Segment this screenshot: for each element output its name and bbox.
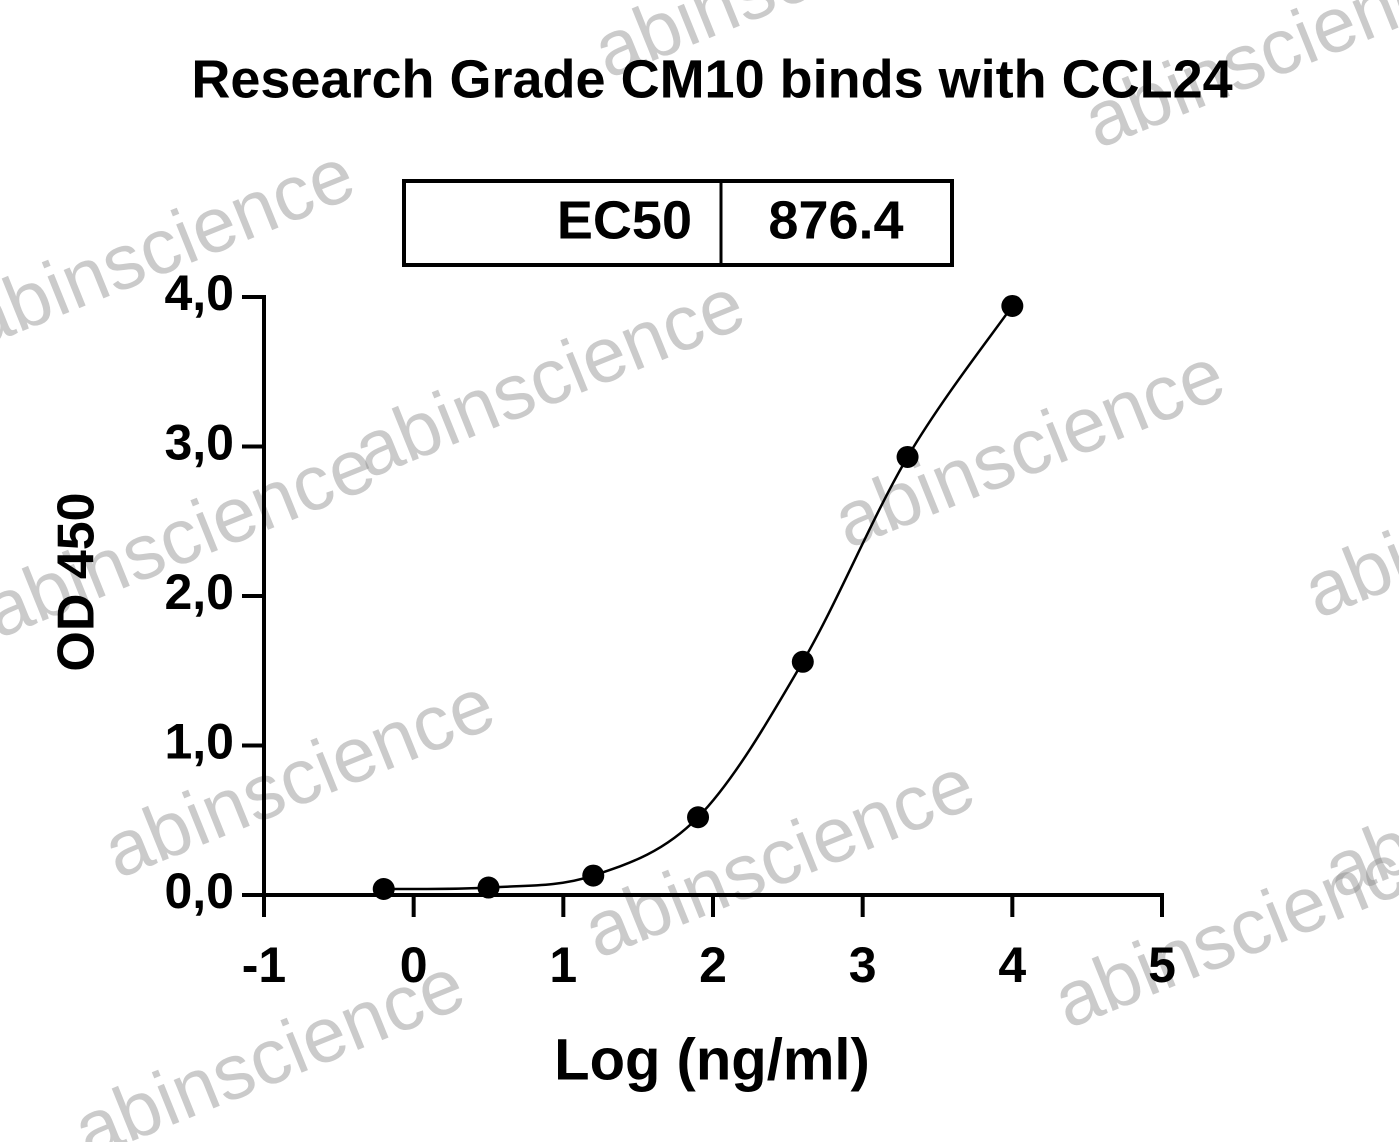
data-point xyxy=(1001,294,1024,317)
y-tick-label: 3,0 xyxy=(164,415,234,471)
data-point xyxy=(896,445,919,468)
x-tick-label: 3 xyxy=(849,937,877,993)
watermark: abinscience xyxy=(1291,399,1399,635)
x-tick-label: 5 xyxy=(1148,937,1176,993)
x-tick-label: 4 xyxy=(998,937,1026,993)
data-point xyxy=(582,864,605,887)
data-point xyxy=(791,650,814,673)
y-tick-label: 2,0 xyxy=(164,564,234,620)
ec50-value: 876.4 xyxy=(768,190,903,250)
y-tick-label: 1,0 xyxy=(164,714,234,770)
x-tick-label: 2 xyxy=(699,937,727,993)
data-point xyxy=(687,806,710,829)
data-point xyxy=(477,876,500,899)
x-tick-label: 1 xyxy=(549,937,577,993)
y-tick-label: 4,0 xyxy=(164,265,234,321)
data-point xyxy=(372,878,395,901)
chart-title: Research Grade CM10 binds with CCL24 xyxy=(191,49,1232,109)
watermark: abinscience xyxy=(0,129,366,365)
x-axis-label: Log (ng/ml) xyxy=(554,1027,870,1092)
ec50-label: EC50 xyxy=(557,190,692,250)
y-axis-label: OD 450 xyxy=(48,492,106,671)
watermark: abinscience xyxy=(341,259,756,495)
y-tick-label: 0,0 xyxy=(164,863,234,919)
x-tick-label: -1 xyxy=(242,937,286,993)
x-tick-label: 0 xyxy=(400,937,428,993)
watermark: abinscience xyxy=(571,739,986,975)
ec50-box xyxy=(402,179,954,267)
watermark: abinscience xyxy=(91,659,506,895)
watermark: abinscience xyxy=(821,329,1236,565)
